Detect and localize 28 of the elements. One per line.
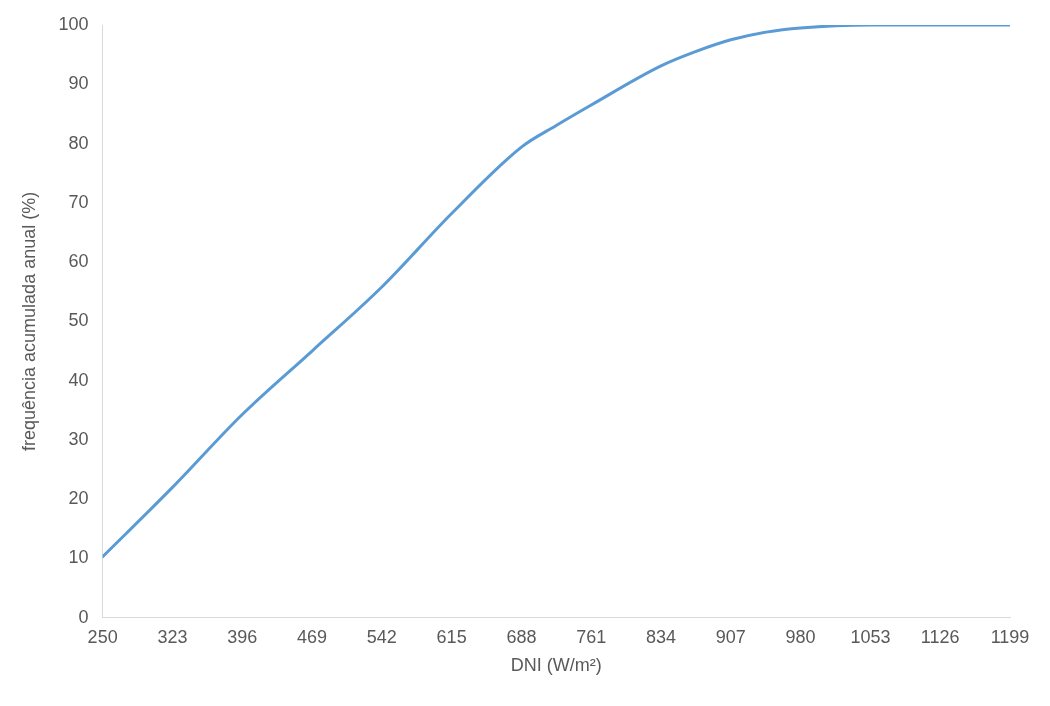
y-tick-label: 20 <box>68 488 89 509</box>
x-tick-label: 469 <box>297 626 328 647</box>
x-tick-label: 250 <box>87 626 118 647</box>
y-axis-title: frequência acumulada anual (%) <box>18 191 39 451</box>
y-tick-label: 10 <box>68 547 89 568</box>
y-tick-label: 90 <box>68 73 89 94</box>
x-tick-label: 542 <box>366 626 397 647</box>
y-tick-label: 0 <box>78 606 89 627</box>
y-tick-label: 100 <box>58 13 89 34</box>
y-tick-label: 40 <box>68 369 89 390</box>
x-tick-label: 907 <box>715 626 746 647</box>
x-tick-label: 688 <box>506 626 537 647</box>
x-tick-label: 1053 <box>850 626 891 647</box>
line-series <box>102 25 1010 559</box>
x-tick-label: 1126 <box>920 626 960 647</box>
y-tick-label: 60 <box>68 251 89 272</box>
x-tick-label: 834 <box>645 626 677 647</box>
x-tick-label: 323 <box>157 626 188 647</box>
x-tick-label: 396 <box>227 626 258 647</box>
x-tick-label: 761 <box>576 626 607 647</box>
y-tick-label: 50 <box>68 310 89 331</box>
x-axis-title: DNI (W/m²) <box>510 655 602 676</box>
y-tick-label: 30 <box>68 428 89 449</box>
y-tick-label: 80 <box>68 132 89 153</box>
x-tick-label: 615 <box>436 626 467 647</box>
x-tick-label: 980 <box>785 626 816 647</box>
y-tick-label: 70 <box>68 191 89 212</box>
x-tick-label: 1199 <box>990 626 1030 647</box>
